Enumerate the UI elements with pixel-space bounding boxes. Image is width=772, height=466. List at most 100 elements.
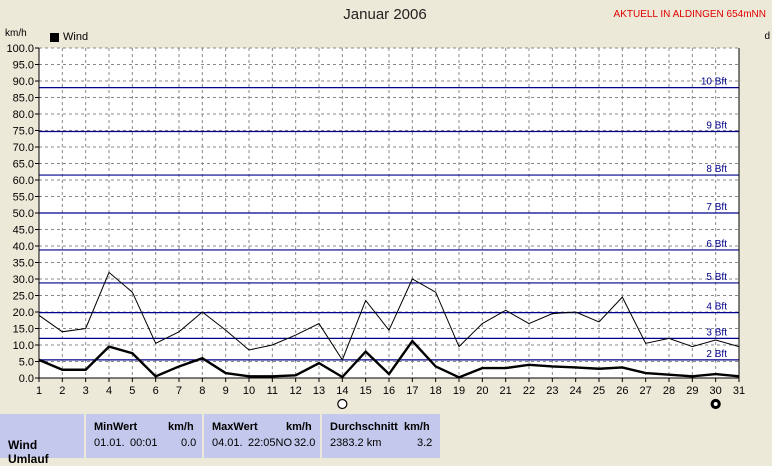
max-time: 22:05NO	[248, 437, 293, 449]
beaufort-label-5: 5 Bft	[706, 272, 727, 283]
y-tick-label-35: 35.0	[13, 258, 34, 270]
y-tick-label-30: 30.0	[13, 274, 34, 286]
x-tick-label-14: 14	[336, 385, 348, 397]
avg-unit: km/h	[404, 421, 430, 433]
beaufort-label-7: 7 Bft	[706, 202, 727, 213]
beaufort-lines: 2 Bft 3 Bft 4 Bft 5 Bft 6 Bft 7 Bft 8 Bft 9 Bft…	[39, 77, 739, 361]
x-tick-label-3: 3	[83, 385, 89, 397]
series-line-wind	[38, 339, 740, 379]
legend: Wind	[50, 31, 88, 43]
min-unit: km/h	[168, 421, 194, 433]
y-tick-labels: 0.0 5.0 10.0 15.0 20.0 25.0 30.0 35.0 40.0 45.0 50…	[6, 43, 39, 385]
x-tick-label-22: 22	[523, 385, 535, 397]
x-tick-label-26: 26	[616, 385, 628, 397]
x-tick-label-2: 2	[59, 385, 65, 397]
beaufort-label-4: 4 Bft	[706, 302, 727, 313]
y-tick-label-55: 55.0	[13, 192, 34, 204]
y-tick-label-75: 75.0	[13, 126, 34, 138]
full-moon-icon	[337, 398, 348, 410]
max-date: 04.01.	[212, 437, 243, 449]
x-tick-label-23: 23	[546, 385, 558, 397]
x-tick-label-1: 1	[36, 385, 42, 397]
x-tick-label-30: 30	[710, 385, 722, 397]
x-tick-label-15: 15	[360, 385, 372, 397]
y-tick-label-90: 90.0	[13, 76, 34, 88]
max-unit: km/h	[286, 421, 312, 433]
min-value: 0.0	[181, 437, 197, 449]
x-tick-label-27: 27	[640, 385, 652, 397]
y-tick-label-20: 20.0	[13, 307, 34, 319]
avg-value: 3.2	[417, 437, 433, 449]
y-tick-label-95: 95.0	[13, 60, 34, 72]
x-tick-label-9: 9	[223, 385, 229, 397]
chart-title: Januar 2006	[343, 6, 427, 23]
x-tick-label-25: 25	[593, 385, 605, 397]
min-title: MinWert	[94, 421, 138, 433]
row-label-next: Umlauf	[8, 452, 49, 466]
x-tick-labels: 1 2 3 4 5 6 7 8 9 10 11 12 13 14 15 16 17 18 19 20 21 22 23 24 2…	[36, 378, 745, 397]
x-tick-label-5: 5	[129, 385, 135, 397]
x-tick-label-20: 20	[476, 385, 488, 397]
x-tick-label-31: 31	[733, 385, 745, 397]
x-tick-label-16: 16	[383, 385, 395, 397]
avg-cell: Durchschnitt km/h 2383.2 km 3.2	[322, 414, 442, 458]
beaufort-label-2: 2 Bft	[706, 349, 727, 360]
x-tick-label-7: 7	[176, 385, 182, 397]
series-line-gust	[38, 271, 740, 361]
right-axis-unit: d	[764, 31, 770, 42]
x-tick-label-19: 19	[453, 385, 465, 397]
x-tick-label-12: 12	[290, 385, 302, 397]
legend-label: Wind	[63, 31, 89, 43]
y-tick-label-45: 45.0	[13, 225, 34, 237]
vertical-grid	[61, 48, 717, 378]
new-moon-icon-center	[713, 402, 718, 406]
y-tick-label-85: 85.0	[13, 93, 34, 105]
moon-markers	[337, 398, 721, 410]
y-tick-label-80: 80.0	[13, 109, 34, 121]
x-tick-label-17: 17	[406, 385, 418, 397]
location-badge: AKTUELL IN ALDINGEN 654mNN	[613, 9, 766, 20]
x-tick-label-8: 8	[199, 385, 205, 397]
x-tick-label-24: 24	[570, 385, 582, 397]
x-tick-label-18: 18	[430, 385, 442, 397]
y-axis-unit: km/h	[5, 28, 27, 39]
series-group	[38, 271, 740, 379]
legend-swatch	[50, 32, 59, 42]
max-title: MaxWert	[212, 421, 258, 433]
chart: 2 Bft 3 Bft 4 Bft 5 Bft 6 Bft 7 Bft 8 Bft 9 Bft…	[6, 43, 745, 410]
x-tick-label-13: 13	[313, 385, 325, 397]
x-tick-label-4: 4	[106, 385, 112, 397]
max-cell: MaxWert km/h 04.01. 22:05NO 32.0	[204, 414, 322, 458]
x-tick-label-28: 28	[663, 385, 675, 397]
beaufort-label-3: 3 Bft	[706, 327, 727, 338]
row-label-cell: Wind Umlauf	[0, 414, 86, 466]
y-tick-label-100: 100.0	[6, 43, 34, 55]
y-tick-label-70: 70.0	[13, 142, 34, 154]
x-tick-label-21: 21	[500, 385, 512, 397]
row-label: Wind	[8, 438, 38, 452]
y-tick-label-15: 15.0	[13, 324, 34, 336]
min-time: 00:01	[130, 437, 158, 449]
min-date: 01.01.	[94, 437, 125, 449]
min-cell: MinWert km/h 01.01. 00:01 0.0	[86, 414, 204, 458]
y-tick-label-40: 40.0	[13, 241, 34, 253]
avg-distance: 2383.2 km	[330, 437, 382, 449]
x-tick-label-11: 11	[267, 385, 278, 397]
beaufort-label-8: 8 Bft	[706, 164, 727, 175]
y-tick-label-25: 25.0	[13, 291, 34, 303]
y-tick-label-0: 0.0	[19, 373, 34, 385]
max-value: 32.0	[294, 437, 316, 449]
x-tick-label-6: 6	[153, 385, 159, 397]
beaufort-label-9: 9 Bft	[706, 120, 727, 131]
y-tick-label-65: 65.0	[13, 159, 34, 171]
stats-table: Wind Umlauf MinWert km/h 01.01. 00:01 0.…	[0, 414, 772, 466]
x-tick-label-10: 10	[243, 385, 255, 397]
y-tick-label-60: 60.0	[13, 175, 34, 187]
y-tick-label-50: 50.0	[13, 208, 34, 220]
y-tick-label-5: 5.0	[19, 357, 34, 369]
y-tick-label-10: 10.0	[13, 340, 34, 352]
x-tick-label-29: 29	[686, 385, 698, 397]
beaufort-label-10: 10 Bft	[701, 77, 727, 88]
avg-title: Durchschnitt	[330, 421, 398, 433]
beaufort-label-6: 6 Bft	[706, 239, 727, 250]
